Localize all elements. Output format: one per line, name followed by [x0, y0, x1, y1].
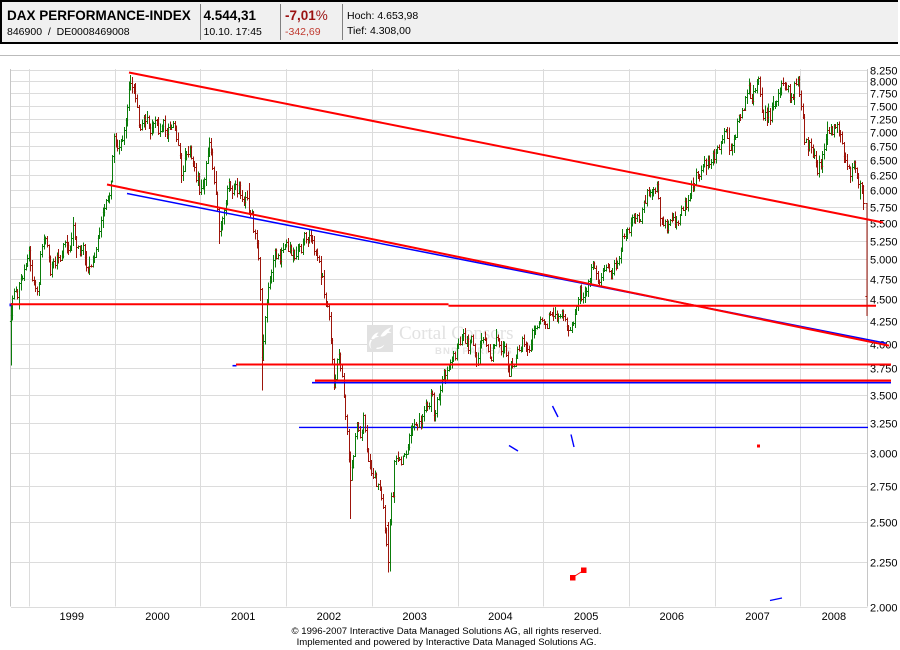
svg-text:BNP PARIBAS: BNP PARIBAS: [435, 346, 513, 357]
svg-text:3.000: 3.000: [870, 449, 898, 461]
svg-text:2008: 2008: [822, 611, 846, 623]
svg-text:2005: 2005: [574, 611, 598, 623]
svg-text:2.000: 2.000: [870, 603, 898, 615]
svg-text:4.750: 4.750: [870, 275, 898, 287]
svg-text:6.500: 6.500: [870, 156, 898, 168]
svg-text:6.250: 6.250: [870, 171, 898, 183]
svg-text:3.250: 3.250: [870, 419, 898, 431]
svg-text:2000: 2000: [145, 611, 169, 623]
svg-text:2007: 2007: [745, 611, 769, 623]
svg-text:2002: 2002: [317, 611, 341, 623]
svg-text:8.000: 8.000: [870, 77, 898, 89]
svg-text:7.750: 7.750: [870, 89, 898, 101]
svg-text:6.750: 6.750: [870, 142, 898, 154]
svg-text:7.500: 7.500: [870, 102, 898, 114]
svg-text:3.500: 3.500: [870, 391, 898, 403]
svg-text:4.500: 4.500: [870, 295, 898, 307]
svg-text:Cortal Consors: Cortal Consors: [399, 323, 514, 344]
svg-text:5.750: 5.750: [870, 203, 898, 215]
svg-text:2004: 2004: [488, 611, 512, 623]
svg-text:7.000: 7.000: [870, 128, 898, 140]
svg-text:8.250: 8.250: [870, 66, 898, 78]
svg-text:6.000: 6.000: [870, 186, 898, 198]
svg-text:5.250: 5.250: [870, 237, 898, 249]
svg-text:2003: 2003: [402, 611, 426, 623]
svg-text:4.250: 4.250: [870, 317, 898, 329]
svg-text:5.000: 5.000: [870, 255, 898, 267]
svg-text:2001: 2001: [231, 611, 255, 623]
svg-text:2006: 2006: [660, 611, 684, 623]
svg-text:2.750: 2.750: [870, 482, 898, 494]
svg-text:2.250: 2.250: [870, 558, 898, 570]
svg-text:3.750: 3.750: [870, 364, 898, 376]
svg-text:2.500: 2.500: [870, 518, 898, 530]
svg-text:1999: 1999: [60, 611, 84, 623]
svg-text:7.250: 7.250: [870, 115, 898, 127]
